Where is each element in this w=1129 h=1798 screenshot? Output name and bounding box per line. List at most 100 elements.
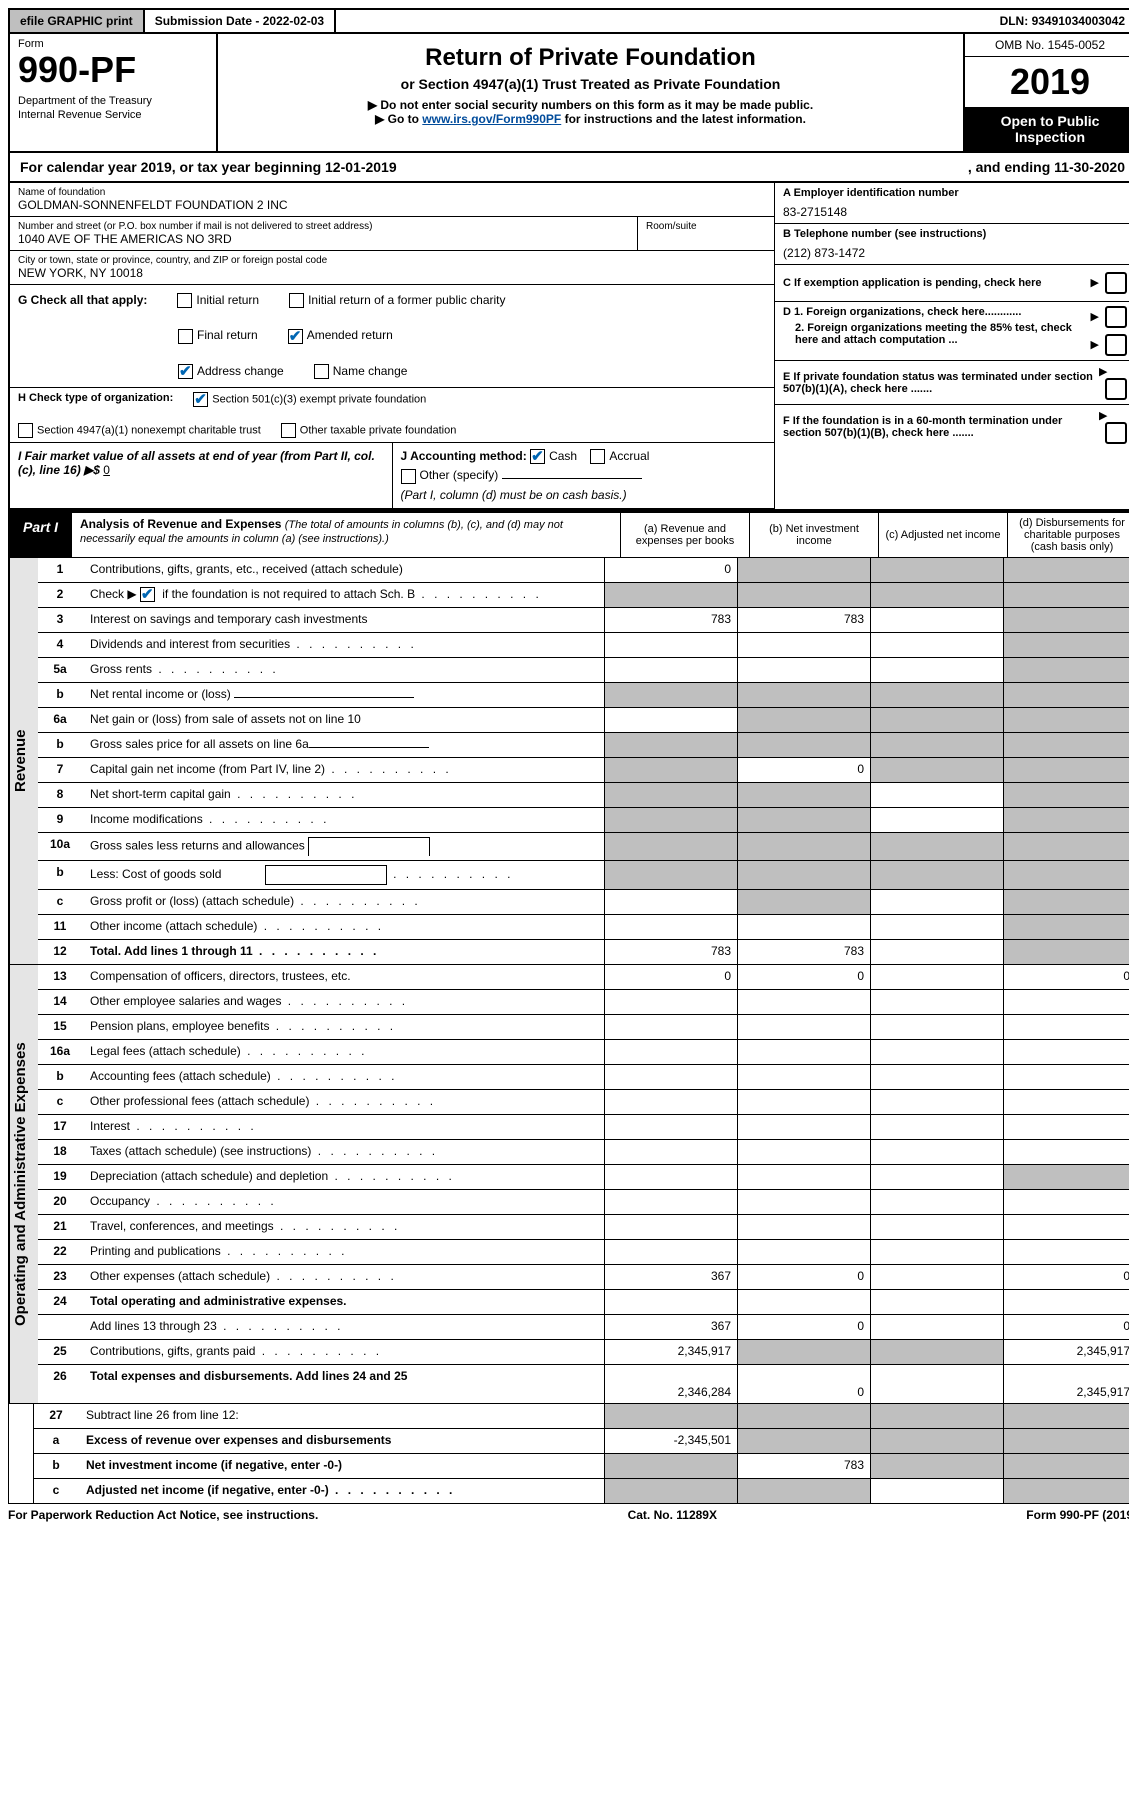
line27-section: 27Subtract line 26 from line 12: aExcess… xyxy=(8,1404,1129,1504)
page-footer: For Paperwork Reduction Act Notice, see … xyxy=(8,1508,1129,1522)
checkbox-d1[interactable] xyxy=(1105,306,1127,328)
bullet-2: ▶ Go to www.irs.gov/Form990PF for instru… xyxy=(228,112,953,126)
part1-header: Part I Analysis of Revenue and Expenses … xyxy=(8,511,1129,558)
row-10b: Less: Cost of goods sold xyxy=(82,861,604,889)
revenue-vlabel: Revenue xyxy=(9,558,38,964)
checkbox-other-method[interactable] xyxy=(401,469,416,484)
row-18: Taxes (attach schedule) (see instruction… xyxy=(82,1140,604,1164)
checkbox-initial-former[interactable] xyxy=(289,293,304,308)
box-c: C If exemption application is pending, c… xyxy=(775,265,1129,302)
part1-label: Part I xyxy=(9,513,72,557)
submission-date: Submission Date - 2022-02-03 xyxy=(145,10,336,32)
checkbox-501c3[interactable] xyxy=(193,392,208,407)
row-12: Total. Add lines 1 through 11 xyxy=(82,940,604,964)
fmv-value: 0 xyxy=(103,463,110,477)
row-16a: Legal fees (attach schedule) xyxy=(82,1040,604,1064)
checkbox-f[interactable] xyxy=(1105,422,1127,444)
revenue-section: Revenue 1Contributions, gifts, grants, e… xyxy=(8,558,1129,965)
dept-treasury: Department of the Treasury Internal Reve… xyxy=(18,94,208,123)
header-right: OMB No. 1545-0052 2019 Open to Public In… xyxy=(963,34,1129,151)
row-17: Interest xyxy=(82,1115,604,1139)
header-center: Return of Private Foundation or Section … xyxy=(218,34,963,151)
row-16b: Accounting fees (attach schedule) xyxy=(82,1065,604,1089)
row-5a: Gross rents xyxy=(82,658,604,682)
header-left: Form 990-PF Department of the Treasury I… xyxy=(10,34,218,151)
row-21: Travel, conferences, and meetings xyxy=(82,1215,604,1239)
col-d-header: (d) Disbursements for charitable purpose… xyxy=(1007,513,1129,557)
row-6a: Net gain or (loss) from sale of assets n… xyxy=(82,708,604,732)
dln: DLN: 93491034003042 xyxy=(990,10,1129,32)
col-c-header: (c) Adjusted net income xyxy=(878,513,1007,557)
city-row: City or town, state or province, country… xyxy=(10,251,774,285)
street-row: Number and street (or P.O. box number if… xyxy=(10,217,638,250)
row-25: Contributions, gifts, grants paid xyxy=(82,1340,604,1364)
row-14: Other employee salaries and wages xyxy=(82,990,604,1014)
row-27c: Adjusted net income (if negative, enter … xyxy=(78,1479,604,1503)
row-26: Total expenses and disbursements. Add li… xyxy=(82,1365,604,1403)
row-27b: Net investment income (if negative, ente… xyxy=(78,1454,604,1478)
checkbox-name-change[interactable] xyxy=(314,364,329,379)
checkbox-cash[interactable] xyxy=(530,449,545,464)
room-suite: Room/suite xyxy=(638,217,774,250)
form-number: 990-PF xyxy=(18,52,208,88)
row-16c: Other professional fees (attach schedule… xyxy=(82,1090,604,1114)
checkbox-d2[interactable] xyxy=(1105,334,1127,356)
bullet-1: ▶ Do not enter social security numbers o… xyxy=(228,98,953,112)
checkbox-accrual[interactable] xyxy=(590,449,605,464)
foundation-name-row: Name of foundation GOLDMAN-SONNENFELDT F… xyxy=(10,183,774,217)
row-10c: Gross profit or (loss) (attach schedule) xyxy=(82,890,604,914)
ein: 83-2715148 xyxy=(783,205,1127,219)
row-19: Depreciation (attach schedule) and deple… xyxy=(82,1165,604,1189)
omb-number: OMB No. 1545-0052 xyxy=(965,34,1129,57)
row-20: Occupancy xyxy=(82,1190,604,1214)
row-10a: Gross sales less returns and allowances xyxy=(82,833,604,860)
row-24: Total operating and administrative expen… xyxy=(82,1290,604,1314)
street-address: 1040 AVE OF THE AMERICAS NO 3RD xyxy=(18,232,629,246)
col-a-header: (a) Revenue and expenses per books xyxy=(620,513,749,557)
efile-print-button[interactable]: efile GRAPHIC print xyxy=(10,10,145,32)
row-27: Subtract line 26 from line 12: xyxy=(78,1404,604,1428)
top-bar: efile GRAPHIC print Submission Date - 20… xyxy=(8,8,1129,34)
row-7: Capital gain net income (from Part IV, l… xyxy=(82,758,604,782)
section-h: H Check type of organization: Section 50… xyxy=(10,388,774,443)
row-2: Check ▶ if the foundation is not require… xyxy=(82,583,604,607)
checkbox-other-taxable[interactable] xyxy=(281,423,296,438)
row-6b: Gross sales price for all assets on line… xyxy=(82,733,604,757)
footer-right: Form 990-PF (2019) xyxy=(1026,1508,1129,1522)
tax-year: 2019 xyxy=(965,61,1129,103)
row-4: Dividends and interest from securities xyxy=(82,633,604,657)
form-header: Form 990-PF Department of the Treasury I… xyxy=(8,34,1129,153)
checkbox-amended-return[interactable] xyxy=(288,329,303,344)
expenses-section: Operating and Administrative Expenses 13… xyxy=(8,965,1129,1404)
info-grid: Name of foundation GOLDMAN-SONNENFELDT F… xyxy=(8,183,1129,511)
form-subtitle: or Section 4947(a)(1) Trust Treated as P… xyxy=(228,76,953,92)
checkbox-e[interactable] xyxy=(1105,378,1127,400)
box-b: B Telephone number (see instructions) (2… xyxy=(775,224,1129,265)
section-j: J Accounting method: Cash Accrual Other … xyxy=(392,443,775,508)
col-b-header: (b) Net investment income xyxy=(749,513,878,557)
city-state-zip: NEW YORK, NY 10018 xyxy=(18,266,766,280)
row-9: Income modifications xyxy=(82,808,604,832)
foundation-name: GOLDMAN-SONNENFELDT FOUNDATION 2 INC xyxy=(18,198,766,212)
footer-mid: Cat. No. 11289X xyxy=(628,1508,717,1522)
row-23: Other expenses (attach schedule) xyxy=(82,1265,604,1289)
open-public: Open to Public Inspection xyxy=(965,107,1129,151)
row-3: Interest on savings and temporary cash i… xyxy=(82,608,604,632)
checkbox-schb[interactable] xyxy=(140,587,155,602)
checkbox-4947[interactable] xyxy=(18,423,33,438)
row-11: Other income (attach schedule) xyxy=(82,915,604,939)
row-22: Printing and publications xyxy=(82,1240,604,1264)
row-8: Net short-term capital gain xyxy=(82,783,604,807)
checkbox-c[interactable] xyxy=(1105,272,1127,294)
form990pf-link[interactable]: www.irs.gov/Form990PF xyxy=(422,112,561,126)
checkbox-address-change[interactable] xyxy=(178,364,193,379)
checkbox-final-return[interactable] xyxy=(178,329,193,344)
box-f: F If the foundation is in a 60-month ter… xyxy=(775,405,1129,448)
row-1: Contributions, gifts, grants, etc., rece… xyxy=(82,558,604,582)
footer-left: For Paperwork Reduction Act Notice, see … xyxy=(8,1508,318,1522)
section-i: I Fair market value of all assets at end… xyxy=(10,443,392,508)
box-a: A Employer identification number 83-2715… xyxy=(775,183,1129,224)
section-g: G Check all that apply: Initial return I… xyxy=(10,285,774,388)
row-5b: Net rental income or (loss) xyxy=(82,683,604,707)
checkbox-initial-return[interactable] xyxy=(177,293,192,308)
